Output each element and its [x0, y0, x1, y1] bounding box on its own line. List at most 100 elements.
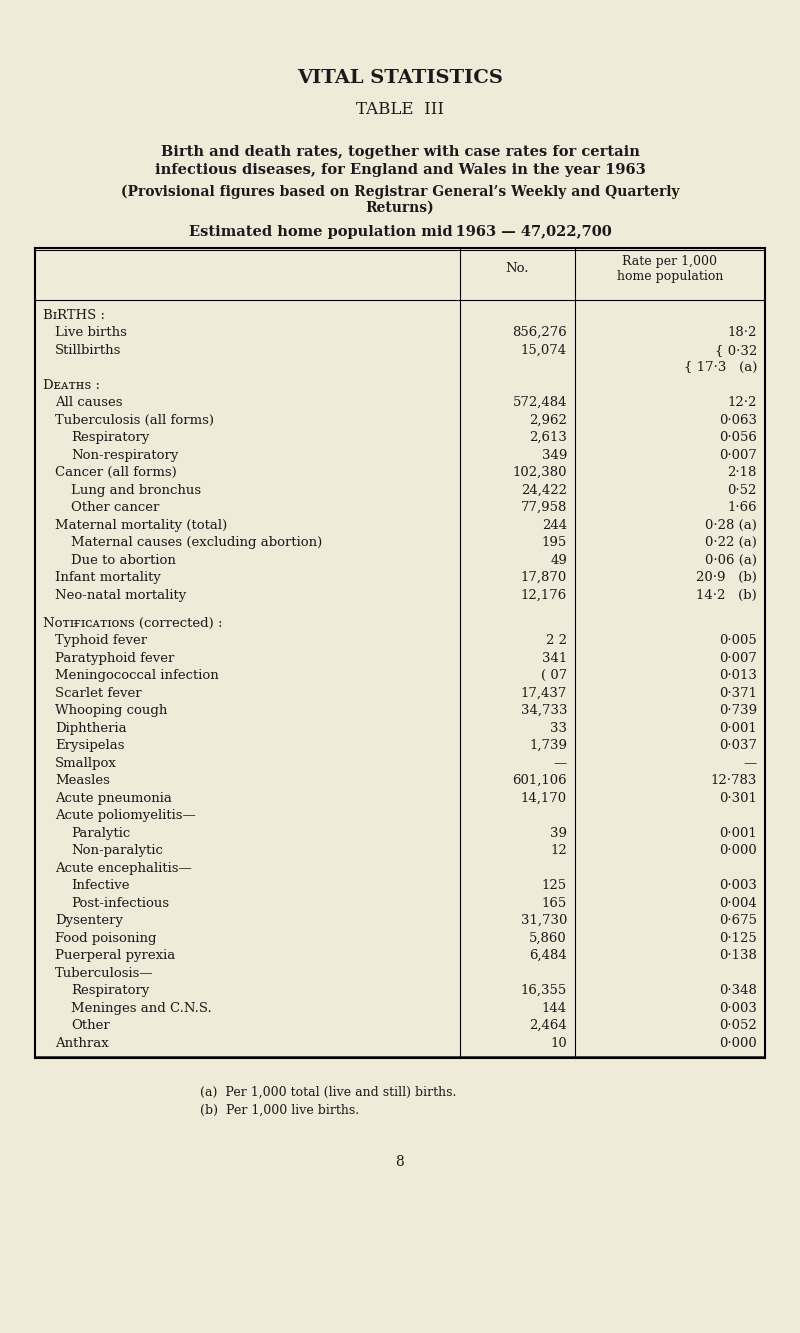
Text: 12·783: 12·783 [710, 774, 757, 786]
Text: (b)  Per 1,000 live births.: (b) Per 1,000 live births. [200, 1104, 359, 1117]
Text: BɪRTHS :: BɪRTHS : [43, 309, 105, 321]
Text: (Provisional figures based on Registrar General’s Weekly and Quarterly: (Provisional figures based on Registrar … [121, 185, 679, 199]
Text: 0·675: 0·675 [719, 914, 757, 928]
Text: 0·003: 0·003 [719, 880, 757, 892]
Text: 0·301: 0·301 [719, 792, 757, 805]
Text: 20·9   (b): 20·9 (b) [696, 571, 757, 584]
Text: Cancer (all forms): Cancer (all forms) [55, 467, 177, 479]
Text: Acute poliomyelitis—: Acute poliomyelitis— [55, 809, 196, 822]
Text: 49: 49 [550, 553, 567, 567]
Text: Respiratory: Respiratory [71, 984, 150, 997]
Text: 0·013: 0·013 [719, 669, 757, 682]
Text: Non-respiratory: Non-respiratory [71, 449, 178, 461]
Text: 39: 39 [550, 826, 567, 840]
Text: 77,958: 77,958 [521, 501, 567, 515]
Text: 0·371: 0·371 [719, 686, 757, 700]
Text: Paralytic: Paralytic [71, 826, 130, 840]
Text: { 17·3   (a): { 17·3 (a) [684, 361, 757, 375]
Text: Due to abortion: Due to abortion [71, 553, 176, 567]
Text: 2 2: 2 2 [546, 635, 567, 647]
Text: Rate per 1,000
home population: Rate per 1,000 home population [617, 255, 723, 283]
Text: 0·005: 0·005 [719, 635, 757, 647]
Text: 0·000: 0·000 [719, 1037, 757, 1049]
Text: 6,484: 6,484 [530, 949, 567, 962]
Text: 601,106: 601,106 [512, 774, 567, 786]
Text: Tuberculosis (all forms): Tuberculosis (all forms) [55, 413, 214, 427]
Text: 14·2   (b): 14·2 (b) [696, 589, 757, 601]
Text: Post-infectious: Post-infectious [71, 897, 169, 909]
Text: Paratyphoid fever: Paratyphoid fever [55, 652, 174, 665]
Text: 17,437: 17,437 [521, 686, 567, 700]
Text: —: — [554, 757, 567, 769]
Text: 33: 33 [550, 721, 567, 734]
Text: Maternal causes (excluding abortion): Maternal causes (excluding abortion) [71, 536, 322, 549]
Text: Other cancer: Other cancer [71, 501, 159, 515]
Text: 10: 10 [550, 1037, 567, 1049]
Text: infectious diseases, for England and Wales in the year 1963: infectious diseases, for England and Wal… [154, 163, 646, 177]
Text: 0·007: 0·007 [719, 449, 757, 461]
Text: Measles: Measles [55, 774, 110, 786]
Text: 0·739: 0·739 [719, 704, 757, 717]
Text: 18·2: 18·2 [728, 327, 757, 339]
Text: TABLE  III: TABLE III [356, 101, 444, 119]
Text: Anthrax: Anthrax [55, 1037, 109, 1049]
Text: 1·66: 1·66 [727, 501, 757, 515]
Text: Maternal mortality (total): Maternal mortality (total) [55, 519, 227, 532]
Text: 2,613: 2,613 [529, 431, 567, 444]
Text: Respiratory: Respiratory [71, 431, 150, 444]
Text: Dᴇᴀᴛʜѕ :: Dᴇᴀᴛʜѕ : [43, 379, 100, 392]
Text: 125: 125 [542, 880, 567, 892]
Text: 0·004: 0·004 [719, 897, 757, 909]
Text: Acute encephalitis—: Acute encephalitis— [55, 861, 192, 874]
Text: 0·06 (a): 0·06 (a) [705, 553, 757, 567]
Text: 2,962: 2,962 [529, 413, 567, 427]
Text: Erysipelas: Erysipelas [55, 738, 125, 752]
Text: 0·52: 0·52 [728, 484, 757, 497]
Text: VITAL STATISTICS: VITAL STATISTICS [297, 69, 503, 87]
Text: 24,422: 24,422 [521, 484, 567, 497]
Text: 195: 195 [542, 536, 567, 549]
Text: 0·001: 0·001 [719, 721, 757, 734]
Text: 0·007: 0·007 [719, 652, 757, 665]
Text: —: — [744, 757, 757, 769]
Text: Estimated home population mid 1963 — 47,022,700: Estimated home population mid 1963 — 47,… [189, 225, 611, 239]
Text: 2,464: 2,464 [530, 1020, 567, 1032]
Text: Dysentery: Dysentery [55, 914, 123, 928]
Text: 0·000: 0·000 [719, 844, 757, 857]
Text: Stillbirths: Stillbirths [55, 344, 122, 357]
Text: 17,870: 17,870 [521, 571, 567, 584]
Text: 12: 12 [550, 844, 567, 857]
Text: 0·28 (a): 0·28 (a) [705, 519, 757, 532]
Text: ( 07: ( 07 [541, 669, 567, 682]
Text: Non-paralytic: Non-paralytic [71, 844, 163, 857]
Text: 0·125: 0·125 [719, 932, 757, 945]
Text: Diphtheria: Diphtheria [55, 721, 126, 734]
Text: Lung and bronchus: Lung and bronchus [71, 484, 201, 497]
Text: Meninges and C.N.S.: Meninges and C.N.S. [71, 1001, 212, 1014]
Text: 12·2: 12·2 [728, 396, 757, 409]
Text: 0·037: 0·037 [719, 738, 757, 752]
Text: 0·052: 0·052 [719, 1020, 757, 1032]
Text: (a)  Per 1,000 total (live and still) births.: (a) Per 1,000 total (live and still) bir… [200, 1086, 456, 1098]
Text: 0·056: 0·056 [719, 431, 757, 444]
Text: No.: No. [506, 263, 530, 276]
Text: 12,176: 12,176 [521, 589, 567, 601]
Text: Infective: Infective [71, 880, 130, 892]
Text: 0·001: 0·001 [719, 826, 757, 840]
Text: Other: Other [71, 1020, 110, 1032]
Text: 31,730: 31,730 [521, 914, 567, 928]
Text: Nᴏᴛɪғɪᴄᴀᴛɪᴏɴѕ (corrected) :: Nᴏᴛɪғɪᴄᴀᴛɪᴏɴѕ (corrected) : [43, 617, 222, 629]
Text: Scarlet fever: Scarlet fever [55, 686, 142, 700]
Text: Whooping cough: Whooping cough [55, 704, 167, 717]
Text: { 0·32: { 0·32 [714, 344, 757, 357]
Text: Birth and death rates, together with case rates for certain: Birth and death rates, together with cas… [161, 145, 639, 159]
Text: 2·18: 2·18 [728, 467, 757, 479]
Text: 349: 349 [542, 449, 567, 461]
Text: 102,380: 102,380 [513, 467, 567, 479]
Text: 5,860: 5,860 [530, 932, 567, 945]
Text: 244: 244 [542, 519, 567, 532]
Text: 144: 144 [542, 1001, 567, 1014]
Text: 0·063: 0·063 [719, 413, 757, 427]
Text: 8: 8 [396, 1156, 404, 1169]
Text: 341: 341 [542, 652, 567, 665]
